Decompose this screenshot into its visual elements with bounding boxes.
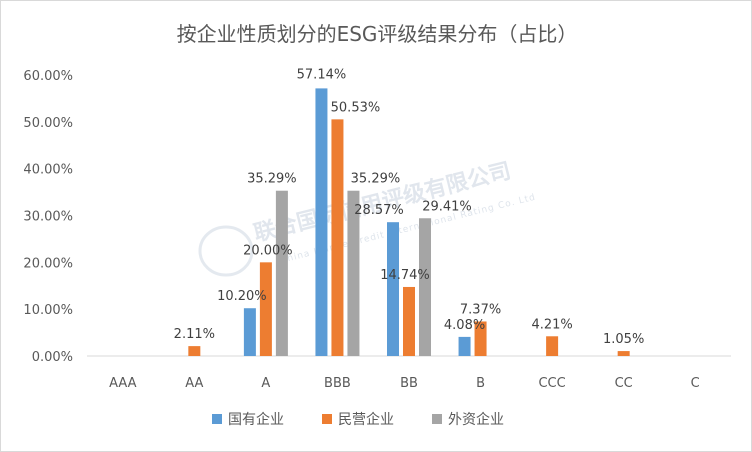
bar [546,336,559,356]
bar [403,286,415,356]
legend-label: 国有企业 [228,411,284,428]
bar [259,262,272,356]
x-tick-label: CC [615,376,633,391]
data-label: 4.08% [444,318,485,333]
x-axis: AAA AA A BBB BB B CCC CC C [109,376,700,391]
data-label: 29.41% [422,199,472,214]
data-label: 14.74% [380,268,430,283]
y-axis: 0.00% 10.00% 20.00% 30.00% 40.00% 50.00% 60.00… [23,69,73,365]
legend-label: 外资企业 [448,411,504,428]
y-tick-label: 10.00% [23,303,73,318]
data-label: 35.29% [351,172,401,187]
bar [474,321,487,356]
bar [387,222,399,356]
y-tick-label: 30.00% [23,210,73,225]
data-label: 57.14% [297,67,347,82]
bar [243,308,256,356]
legend-item: 民营企业 [322,411,394,428]
watermark-globe-icon [198,225,254,277]
data-label: 20.00% [243,243,293,258]
legend-swatch [212,414,222,424]
data-label: 4.21% [531,317,572,332]
data-label: 10.20% [217,289,267,304]
x-tick-label: A [261,376,270,391]
x-tick-label: C [691,376,700,391]
data-label: 7.37% [460,302,501,317]
legend-item: 外资企业 [432,411,504,428]
y-tick-label: 40.00% [23,163,73,178]
data-labels: 10.20% 57.14% 28.57% 4.08% 2.11% 20.00% 50.53%… [174,67,645,347]
legend-swatch [432,414,442,424]
x-tick-label: AA [185,376,203,391]
x-tick-label: CCC [538,376,565,391]
bar [617,351,630,356]
y-tick-label: 20.00% [23,256,73,271]
bars [188,88,630,356]
bar [419,218,431,356]
x-tick-label: AAA [109,376,137,391]
legend: 国有企业 民营企业 外资企业 [212,411,504,428]
bar [315,88,328,356]
y-tick-label: 0.00% [32,350,73,365]
legend-swatch [322,414,332,424]
data-label: 50.53% [331,100,381,115]
y-tick-label: 60.00% [23,69,73,84]
x-tick-label: BBB [324,376,351,391]
data-label: 1.05% [603,332,644,347]
data-label: 35.29% [247,172,297,187]
chart-title: 按企业性质划分的ESG评级结果分布（占比） [177,22,578,46]
bar [275,190,288,356]
y-tick-label: 50.00% [23,116,73,131]
legend-item: 国有企业 [212,411,284,428]
bar [347,190,360,356]
x-tick-label: BB [400,376,418,391]
x-tick-label: B [476,376,485,391]
legend-label: 民营企业 [338,411,394,428]
data-label: 2.11% [174,327,215,342]
data-label: 28.57% [354,203,404,218]
bar [331,119,344,356]
bar [458,336,471,356]
bar [188,346,201,356]
